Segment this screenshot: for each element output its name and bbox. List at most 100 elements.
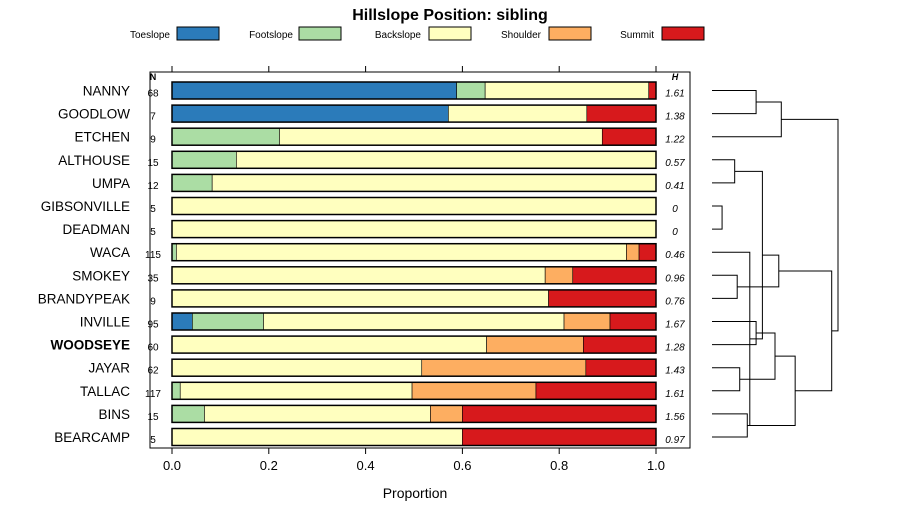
bar-segment-shoulder bbox=[430, 405, 463, 423]
bar-outline bbox=[171, 381, 657, 401]
bar-segment-footslope bbox=[456, 81, 486, 100]
row-label: BRANDYPEAK bbox=[38, 291, 130, 306]
bar-segment-summit bbox=[585, 358, 657, 377]
row-label: WOODSEYE bbox=[50, 338, 130, 353]
dendrogram-link bbox=[712, 205, 723, 230]
row-label: NANNY bbox=[83, 84, 130, 99]
x-tick-label: 0.6 bbox=[453, 458, 471, 473]
bar-segment-summit bbox=[548, 289, 657, 308]
legend-label: Shoulder bbox=[501, 30, 542, 41]
dendrogram-link bbox=[739, 332, 776, 380]
row-label: WACA bbox=[90, 245, 130, 260]
legend: Toeslope Footslope Backslope Shoulder Summit bbox=[130, 26, 705, 41]
bar-segment-summit bbox=[572, 266, 657, 285]
x-tick-label: 0.2 bbox=[260, 458, 278, 473]
x-tick-label: 0.0 bbox=[163, 458, 181, 473]
n-value: 35 bbox=[147, 273, 159, 284]
legend-swatch bbox=[176, 26, 220, 41]
bar-segment-backslope bbox=[171, 289, 549, 308]
row-label: GIBSONVILLE bbox=[41, 199, 130, 214]
bar-segment-backslope bbox=[236, 151, 657, 169]
h-header: H bbox=[672, 72, 679, 82]
dendrogram-link bbox=[778, 270, 833, 392]
chart-title: Hillslope Position: sibling bbox=[352, 7, 548, 24]
bar-segment-toeslope bbox=[171, 81, 457, 100]
bar-segment-backslope bbox=[171, 335, 487, 354]
dendrogram-link bbox=[734, 170, 763, 340]
bar-segment-backslope bbox=[279, 127, 603, 146]
legend-swatch bbox=[298, 26, 342, 41]
bar-segment-shoulder bbox=[544, 266, 574, 285]
bar-outline bbox=[171, 427, 657, 447]
bar-segment-summit bbox=[462, 428, 657, 446]
legend-label: Backslope bbox=[375, 30, 422, 41]
bar-segment-summit bbox=[583, 335, 657, 354]
n-value: 60 bbox=[147, 343, 159, 354]
plot-panel bbox=[149, 71, 691, 449]
row-label: ETCHEN bbox=[74, 130, 130, 145]
bar-segment-backslope bbox=[211, 174, 657, 192]
n-value: 9 bbox=[150, 135, 156, 146]
h-value: 1.61 bbox=[665, 389, 684, 400]
h-value: 1.61 bbox=[665, 89, 684, 100]
bar-segment-backslope bbox=[171, 358, 423, 377]
bar-segment-backslope bbox=[171, 266, 546, 285]
n-value: 5 bbox=[150, 227, 156, 238]
bar-segment-backslope bbox=[179, 381, 413, 400]
dendrogram-link bbox=[712, 413, 748, 438]
dendrogram-link bbox=[712, 367, 741, 392]
x-tick-label: 0.4 bbox=[357, 458, 375, 473]
bar-segment-backslope bbox=[484, 81, 650, 100]
row-label: SMOKEY bbox=[72, 268, 130, 283]
bar-segment-footslope bbox=[171, 151, 237, 169]
dendrogram-link bbox=[737, 254, 780, 288]
legend-label: Footslope bbox=[249, 30, 293, 41]
bar-segment-toeslope bbox=[171, 104, 449, 123]
n-value: 7 bbox=[150, 112, 156, 123]
bar-segment-summit bbox=[648, 81, 657, 100]
bar-outline bbox=[171, 150, 657, 170]
bar-segment-footslope bbox=[171, 127, 280, 146]
bar-segment-backslope bbox=[171, 220, 657, 238]
dendrogram bbox=[712, 90, 839, 438]
h-value: 0.96 bbox=[665, 273, 685, 284]
bars-group bbox=[171, 81, 657, 447]
bar-segment-summit bbox=[601, 127, 657, 146]
bar-outline bbox=[171, 335, 657, 354]
dendrogram-link bbox=[712, 101, 782, 138]
n-value: 15 bbox=[147, 412, 159, 423]
x-tick-label: 1.0 bbox=[647, 458, 665, 473]
n-column: N 68 7 9 15 12 5 5 115 35 9 95 60 62 117 15 5 bbox=[145, 72, 161, 446]
h-value: 0.41 bbox=[665, 181, 684, 192]
bar-segment-shoulder bbox=[486, 335, 584, 354]
bar-segment-shoulder bbox=[421, 358, 587, 377]
bar-outline bbox=[171, 404, 657, 424]
h-value: 0.46 bbox=[665, 250, 685, 261]
row-label: GOODLOW bbox=[58, 107, 130, 122]
h-value: 0.57 bbox=[665, 158, 685, 169]
bar-outline bbox=[171, 127, 657, 146]
bar-outline bbox=[171, 242, 657, 262]
h-value: 1.56 bbox=[665, 412, 685, 423]
n-header: N bbox=[150, 72, 157, 82]
bar-segment-footslope bbox=[171, 381, 181, 400]
n-value: 12 bbox=[147, 181, 159, 192]
bar-outline bbox=[171, 289, 657, 308]
bar-segment-summit bbox=[535, 381, 657, 400]
bar-segment-backslope bbox=[171, 428, 463, 446]
h-value: 0.97 bbox=[665, 435, 685, 446]
row-label: BEARCAMP bbox=[54, 430, 130, 445]
row-label: UMPA bbox=[92, 176, 130, 191]
bar-segment-summit bbox=[609, 312, 657, 331]
bar-segment-shoulder bbox=[563, 312, 611, 331]
bar-segment-backslope bbox=[171, 197, 657, 215]
x-axis-label: Proportion bbox=[383, 485, 448, 501]
row-label: BINS bbox=[98, 407, 130, 422]
bar-outline bbox=[171, 312, 657, 331]
h-value: 1.28 bbox=[665, 343, 685, 354]
legend-label: Toeslope bbox=[130, 30, 170, 41]
n-value: 62 bbox=[147, 366, 159, 377]
dendrogram-link bbox=[712, 251, 751, 426]
bar-outline bbox=[171, 104, 657, 123]
